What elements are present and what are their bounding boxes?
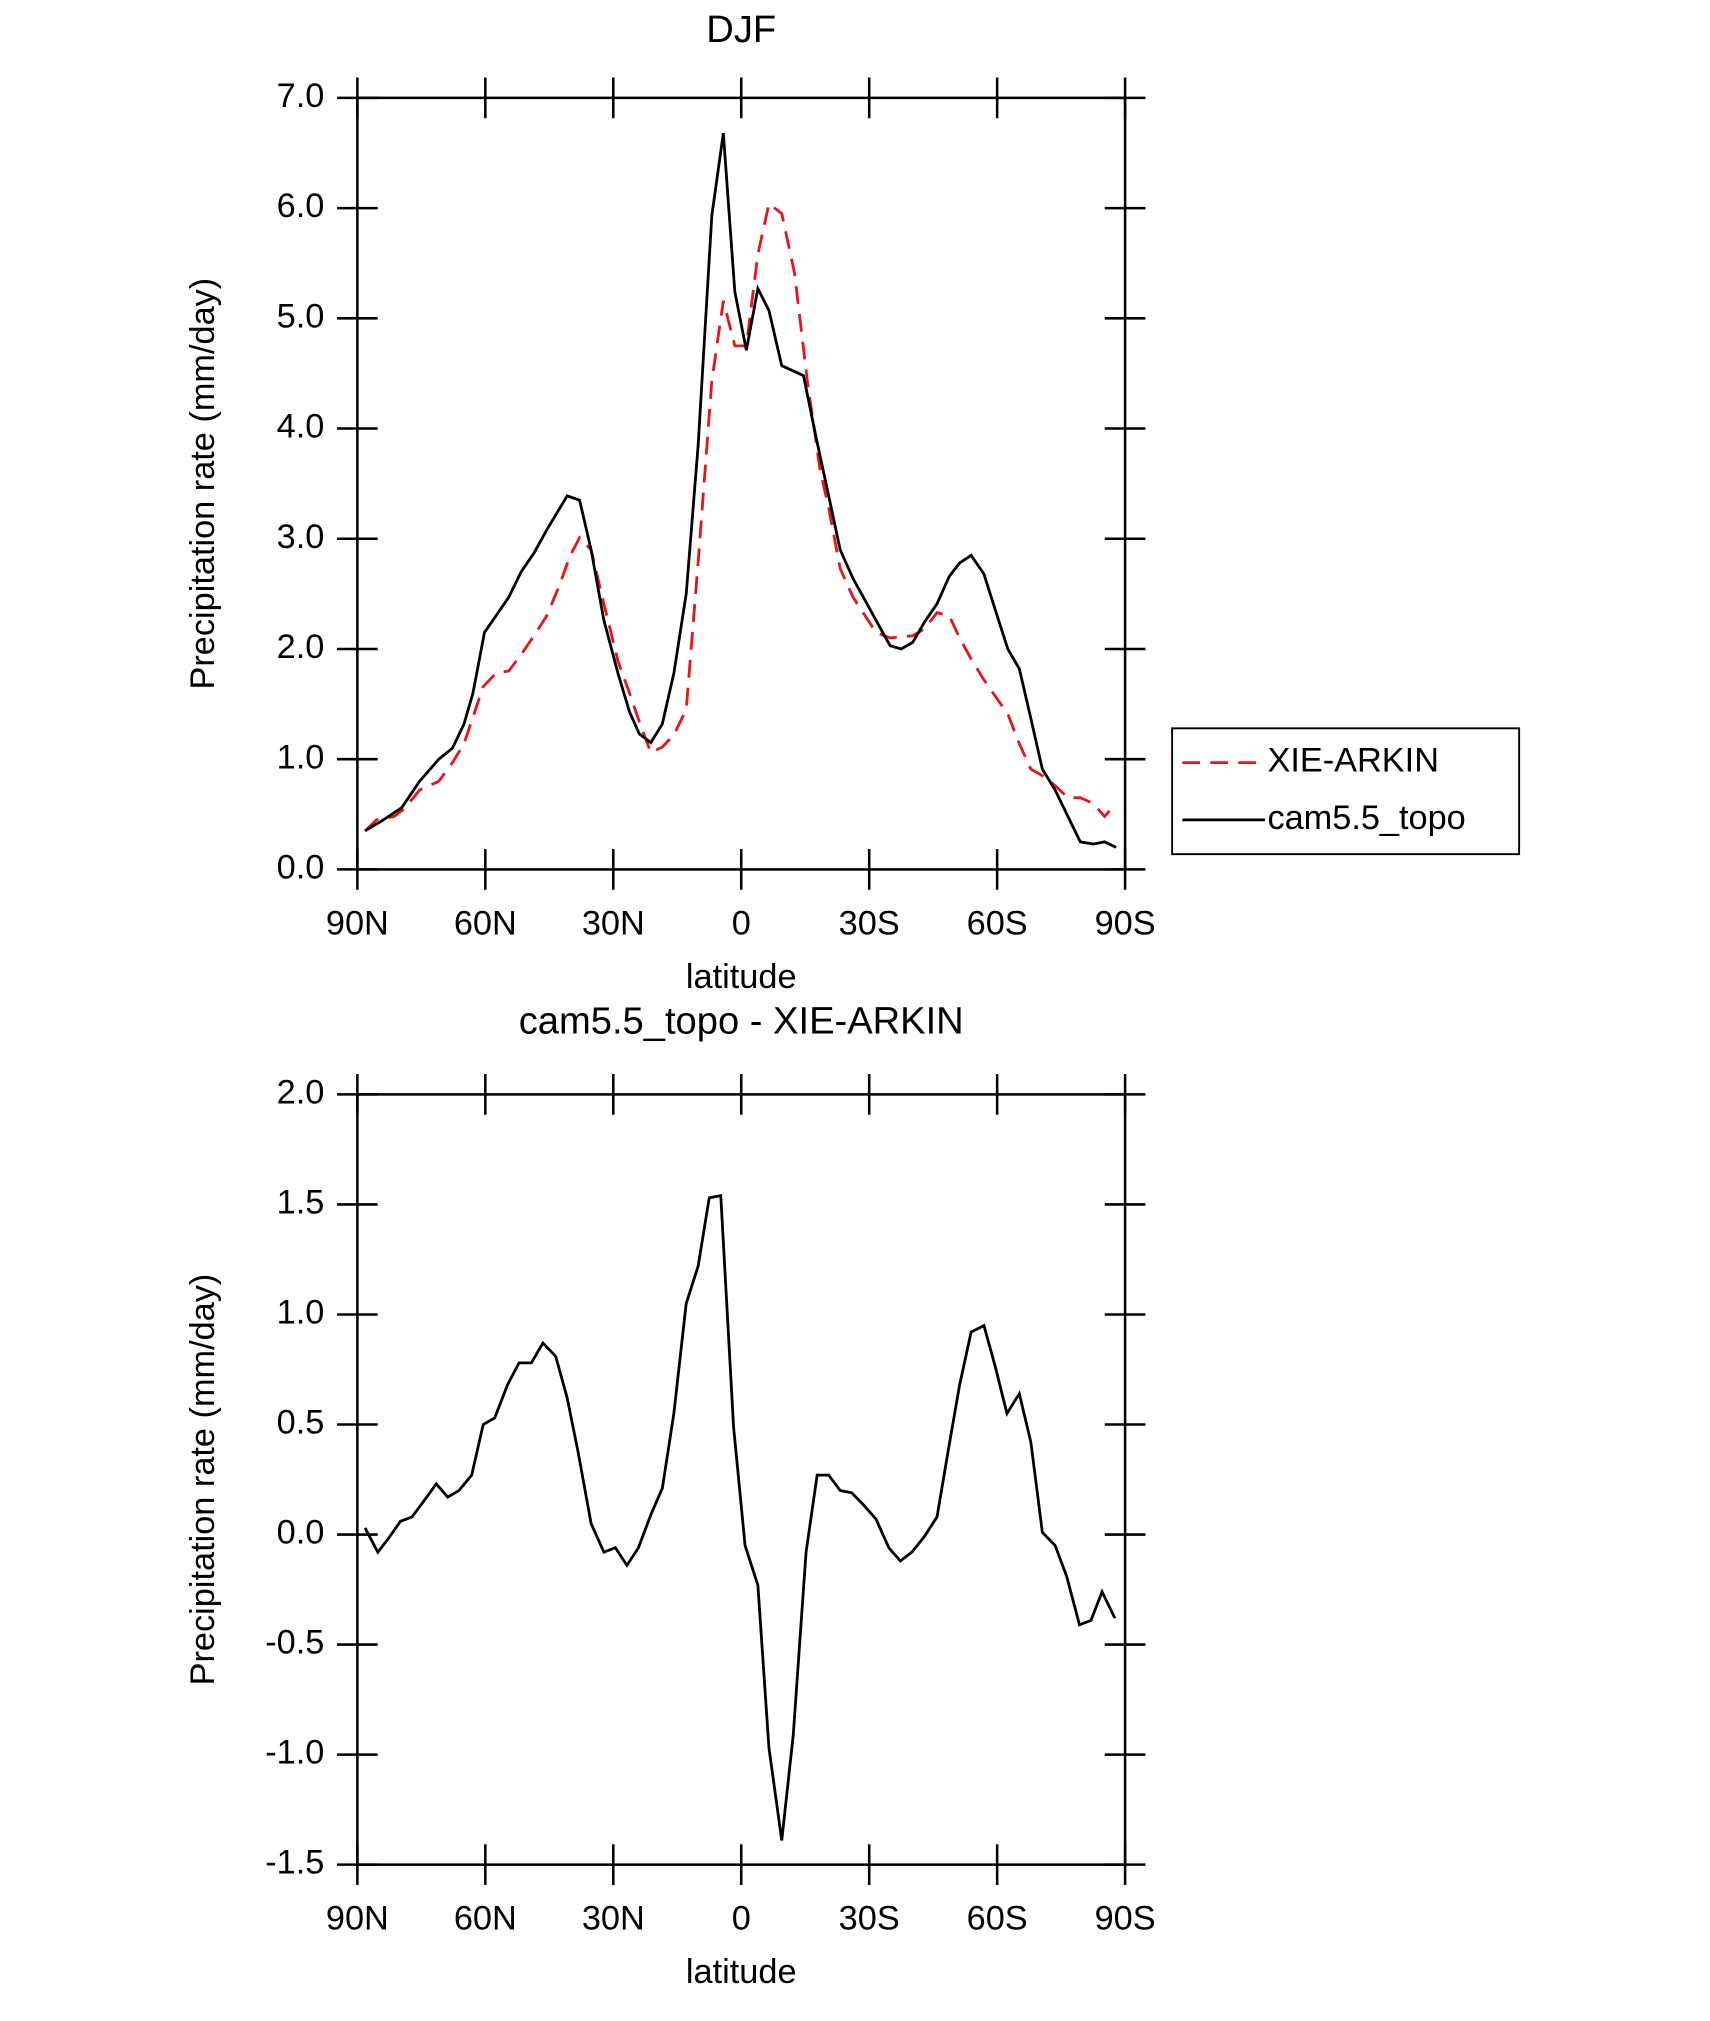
x-tick-label: 90N bbox=[326, 1900, 389, 1938]
x-tick-label: 90N bbox=[326, 904, 389, 942]
legend-label: XIE-ARKIN bbox=[1267, 742, 1439, 780]
y-tick-label: 6.0 bbox=[277, 187, 325, 225]
x-tick-label: 90S bbox=[1095, 904, 1156, 942]
y-tick-label: 0.5 bbox=[277, 1404, 325, 1442]
y-axis-label: Precipitation rate (mm/day) bbox=[184, 278, 222, 690]
y-tick-label: 3.0 bbox=[277, 518, 325, 556]
y-tick-label: 0.0 bbox=[277, 848, 325, 886]
x-tick-label: 60S bbox=[967, 904, 1028, 942]
chart-title: DJF bbox=[706, 8, 776, 51]
x-axis-label: latitude bbox=[686, 958, 797, 996]
y-tick-label: 1.5 bbox=[277, 1183, 325, 1221]
plot-frame bbox=[356, 96, 1127, 871]
data-line bbox=[363, 1193, 1117, 1841]
legend-label: cam5.5_topo bbox=[1267, 799, 1465, 837]
chart-title: cam5.5_topo - XIE-ARKIN bbox=[519, 999, 964, 1042]
x-tick-label: 60S bbox=[967, 1900, 1028, 1938]
y-tick-label: 1.0 bbox=[277, 1294, 325, 1332]
x-tick-label: 90S bbox=[1095, 1900, 1156, 1938]
y-tick-label: -1.0 bbox=[265, 1734, 324, 1772]
x-tick-label: 30S bbox=[839, 904, 900, 942]
data-line bbox=[364, 201, 1118, 832]
legend-box bbox=[1171, 727, 1521, 856]
y-axis-label: Precipitation rate (mm/day) bbox=[184, 1274, 222, 1686]
y-tick-label: 1.0 bbox=[277, 738, 325, 776]
y-tick-label: 7.0 bbox=[277, 77, 325, 115]
x-axis-label: latitude bbox=[686, 1953, 797, 1991]
plot-frame bbox=[356, 1093, 1127, 1866]
x-tick-label: 30N bbox=[582, 1900, 645, 1938]
x-tick-label: 30N bbox=[582, 904, 645, 942]
y-tick-label: -1.5 bbox=[265, 1844, 324, 1882]
y-tick-label: 4.0 bbox=[277, 408, 325, 446]
x-tick-label: 30S bbox=[839, 1900, 900, 1938]
y-tick-label: 5.0 bbox=[277, 297, 325, 335]
x-tick-label: 0 bbox=[732, 904, 751, 942]
x-tick-label: 60N bbox=[454, 1900, 517, 1938]
x-tick-label: 60N bbox=[454, 904, 517, 942]
y-tick-label: 0.0 bbox=[277, 1514, 325, 1552]
y-tick-label: -0.5 bbox=[265, 1624, 324, 1662]
x-tick-label: 0 bbox=[732, 1900, 751, 1938]
data-line bbox=[364, 132, 1117, 849]
y-tick-label: 2.0 bbox=[277, 1073, 325, 1111]
y-tick-label: 2.0 bbox=[277, 628, 325, 666]
